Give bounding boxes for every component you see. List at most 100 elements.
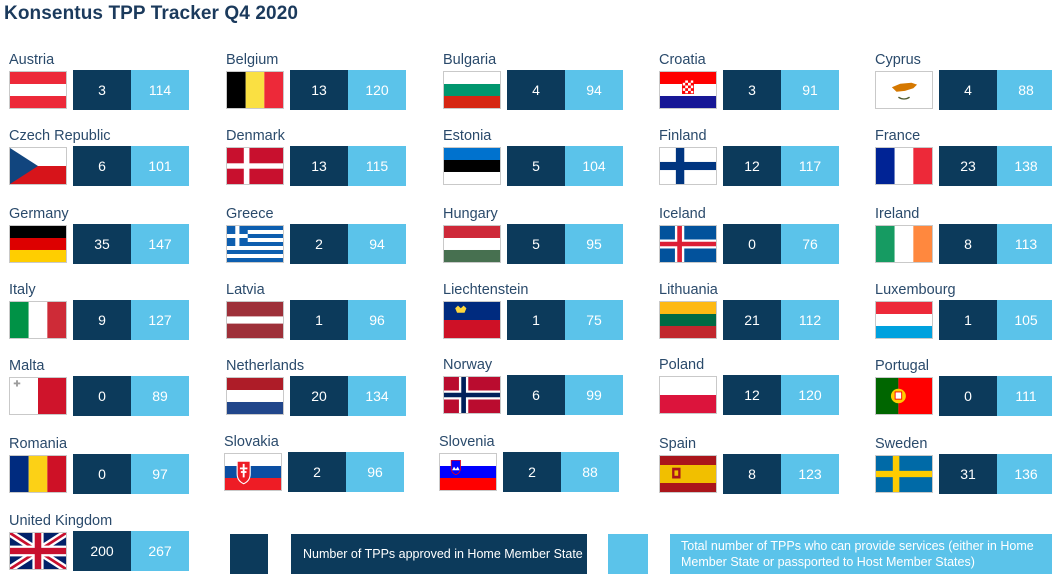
country-entry: Bulgaria 4 94 bbox=[440, 52, 640, 116]
total-tpp-value: 134 bbox=[348, 376, 406, 416]
country-entry: Belgium 13 120 bbox=[223, 52, 423, 116]
country-entry: Hungary 5 95 bbox=[440, 206, 640, 270]
country-entry: Slovakia 2 96 bbox=[221, 434, 421, 498]
flag-belgium-icon bbox=[226, 71, 284, 109]
country-entry: Finland 12 117 bbox=[656, 128, 856, 192]
country-name: Belgium bbox=[226, 52, 279, 68]
flag-ireland-icon bbox=[875, 225, 933, 263]
country-entry: Luxembourg 1 105 bbox=[872, 282, 1052, 346]
flag-romania-icon bbox=[9, 455, 67, 493]
country-entry: Germany 35 147 bbox=[6, 206, 206, 270]
total-tpp-value: 138 bbox=[997, 146, 1052, 186]
total-tpp-value: 117 bbox=[781, 146, 839, 186]
flag-iceland-icon bbox=[659, 225, 717, 263]
country-entry: Czech Republic 6 101 bbox=[6, 128, 206, 192]
total-tpp-value: 94 bbox=[565, 70, 623, 110]
flag-uk-icon bbox=[9, 532, 67, 570]
country-name: Italy bbox=[9, 282, 36, 298]
flag-germany-icon bbox=[9, 225, 67, 263]
home-tpp-value: 9 bbox=[73, 300, 131, 340]
flag-norway-icon bbox=[443, 376, 501, 414]
country-entry: Austria 3 114 bbox=[6, 52, 206, 116]
total-tpp-value: 91 bbox=[781, 70, 839, 110]
country-entry: Denmark 13 115 bbox=[223, 128, 423, 192]
flag-hungary-icon bbox=[443, 225, 501, 263]
home-tpp-value: 12 bbox=[723, 375, 781, 415]
flag-estonia-icon bbox=[443, 147, 501, 185]
flag-luxembourg-icon bbox=[875, 301, 933, 339]
country-name: Luxembourg bbox=[875, 282, 956, 298]
home-tpp-value: 8 bbox=[723, 454, 781, 494]
total-tpp-value: 267 bbox=[131, 531, 189, 571]
flag-liechtenstein-icon bbox=[443, 301, 501, 339]
country-name: Malta bbox=[9, 358, 45, 374]
total-tpp-value: 101 bbox=[131, 146, 189, 186]
home-tpp-value: 1 bbox=[507, 300, 565, 340]
country-name: Austria bbox=[9, 52, 55, 68]
flag-finland-icon bbox=[659, 147, 717, 185]
home-tpp-value: 4 bbox=[507, 70, 565, 110]
total-tpp-value: 120 bbox=[781, 375, 839, 415]
country-entry: Poland 12 120 bbox=[656, 357, 856, 421]
country-name: Hungary bbox=[443, 206, 498, 222]
home-tpp-value: 5 bbox=[507, 224, 565, 264]
total-tpp-value: 97 bbox=[131, 454, 189, 494]
total-tpp-value: 147 bbox=[131, 224, 189, 264]
flag-czech-icon bbox=[9, 147, 67, 185]
country-name: Estonia bbox=[443, 128, 492, 144]
country-name: Slovenia bbox=[439, 434, 495, 450]
home-tpp-value: 35 bbox=[73, 224, 131, 264]
country-name: Romania bbox=[9, 436, 68, 452]
total-tpp-value: 123 bbox=[781, 454, 839, 494]
total-tpp-value: 95 bbox=[565, 224, 623, 264]
country-entry: Latvia 1 96 bbox=[223, 282, 423, 346]
total-tpp-value: 88 bbox=[561, 452, 619, 492]
total-tpp-value: 113 bbox=[997, 224, 1052, 264]
home-tpp-value: 21 bbox=[723, 300, 781, 340]
country-name: Germany bbox=[9, 206, 69, 222]
flag-slovakia-icon bbox=[224, 453, 282, 491]
legend-total-swatch bbox=[608, 534, 648, 574]
home-tpp-value: 2 bbox=[290, 224, 348, 264]
country-name: Portugal bbox=[875, 358, 930, 374]
home-tpp-value: 0 bbox=[73, 454, 131, 494]
total-tpp-value: 104 bbox=[565, 146, 623, 186]
total-tpp-value: 136 bbox=[997, 454, 1052, 494]
home-tpp-value: 1 bbox=[290, 300, 348, 340]
home-tpp-value: 6 bbox=[507, 375, 565, 415]
home-tpp-value: 200 bbox=[73, 531, 131, 571]
country-name: Finland bbox=[659, 128, 707, 144]
country-name: France bbox=[875, 128, 921, 144]
flag-bulgaria-icon bbox=[443, 71, 501, 109]
country-name: Denmark bbox=[226, 128, 285, 144]
country-entry: Portugal 0 111 bbox=[872, 358, 1052, 422]
page-title: Konsentus TPP Tracker Q4 2020 bbox=[4, 3, 299, 24]
country-entry: Spain 8 123 bbox=[656, 436, 856, 500]
country-entry: Estonia 5 104 bbox=[440, 128, 640, 192]
country-name: Latvia bbox=[226, 282, 265, 298]
country-entry: Greece 2 94 bbox=[223, 206, 423, 270]
total-tpp-value: 111 bbox=[997, 376, 1052, 416]
legend-home-label: Number of TPPs approved in Home Member S… bbox=[291, 534, 587, 574]
country-name: Ireland bbox=[875, 206, 920, 222]
country-entry: Liechtenstein 1 75 bbox=[440, 282, 640, 346]
country-name: Croatia bbox=[659, 52, 706, 68]
country-entry: France 23 138 bbox=[872, 128, 1052, 192]
home-tpp-value: 20 bbox=[290, 376, 348, 416]
country-entry: Croatia 3 91 bbox=[656, 52, 856, 116]
flag-poland-icon bbox=[659, 376, 717, 414]
country-entry: Italy 9 127 bbox=[6, 282, 206, 346]
flag-cyprus-icon bbox=[875, 71, 933, 109]
total-tpp-value: 94 bbox=[348, 224, 406, 264]
country-entry: Slovenia 2 88 bbox=[436, 434, 636, 498]
flag-denmark-icon bbox=[226, 147, 284, 185]
country-name: Sweden bbox=[875, 436, 928, 452]
country-name: Norway bbox=[443, 357, 493, 373]
country-name: Cyprus bbox=[875, 52, 921, 68]
country-entry: Ireland 8 113 bbox=[872, 206, 1052, 270]
total-tpp-value: 120 bbox=[348, 70, 406, 110]
flag-sweden-icon bbox=[875, 455, 933, 493]
home-tpp-value: 13 bbox=[290, 146, 348, 186]
total-tpp-value: 75 bbox=[565, 300, 623, 340]
country-name: Lithuania bbox=[659, 282, 718, 298]
